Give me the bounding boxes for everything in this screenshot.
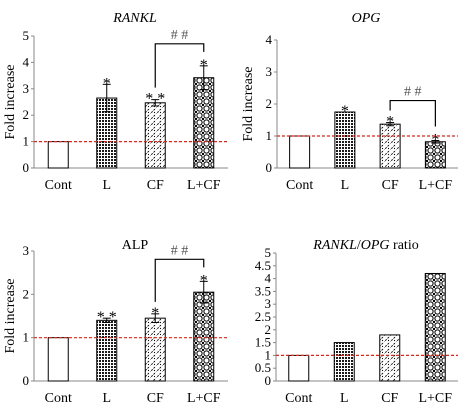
y-axis-label: Fold increase (3, 278, 18, 353)
bar-cont (47, 337, 69, 382)
significance-mark: * * (97, 309, 117, 326)
y-tick-label: 4 (265, 271, 272, 286)
bar-cont (288, 354, 310, 382)
y-tick-label: 1 (265, 347, 272, 362)
y-tick-label: 1 (23, 134, 30, 149)
bracket-label: # # (171, 243, 189, 258)
y-tick-label: 1 (266, 128, 273, 143)
bracket-label: # # (404, 85, 422, 100)
y-tick-label: 3 (265, 296, 272, 311)
bar-l (333, 342, 355, 382)
bracket-label: # # (171, 28, 189, 43)
significance-mark: * (200, 57, 208, 74)
y-tick-label: 0 (23, 160, 30, 175)
category-label: L+CF (419, 178, 453, 193)
category-label: Cont (285, 391, 312, 406)
bar-cf (144, 102, 166, 169)
y-tick-label: 3 (266, 64, 273, 79)
category-label: CF (147, 178, 164, 193)
category-label: Cont (45, 391, 72, 406)
bar-l (96, 319, 118, 382)
y-tick-label: 0 (266, 160, 273, 175)
significance-mark: * (103, 75, 111, 92)
bar-cont (289, 135, 311, 169)
category-label: L (340, 391, 349, 406)
bar-l-cf (193, 77, 215, 169)
y-tick-label: 2.5 (255, 309, 271, 324)
chart-title: RANKL (112, 11, 157, 26)
chart-title-part: OPG (361, 238, 390, 253)
chart-panel-rankl: RANKL Fold increase 0 1 2 3 4 5 Cont * L * * CF * L+CF… (3, 11, 228, 193)
bar-cont (47, 141, 69, 169)
bar-l (334, 111, 356, 169)
chart-title-part: / (357, 238, 361, 253)
y-tick-label: 5 (23, 28, 30, 43)
category-label: CF (147, 391, 164, 406)
chart-title: RANKL/OPG ratio (312, 238, 418, 253)
y-axis-label: Fold increase (3, 64, 18, 139)
significance-mark: * (151, 305, 159, 322)
category-label: L+CF (187, 178, 221, 193)
y-tick-label: 4 (23, 54, 30, 69)
bar-l-cf (193, 291, 215, 382)
bar-cf (379, 334, 401, 382)
y-tick-label: 0.5 (255, 360, 271, 375)
y-tick-label: 3 (23, 243, 30, 258)
category-label: L+CF (187, 391, 221, 406)
significance-bracket (154, 43, 205, 88)
chart-title-part: ratio (390, 238, 419, 253)
y-tick-label: 0 (23, 373, 30, 388)
significance-bracket (389, 99, 436, 127)
category-label: CF (382, 178, 399, 193)
y-tick-label: 3 (23, 81, 30, 96)
chart-title: OPG (352, 11, 381, 26)
chart-title: ALP (122, 238, 149, 253)
category-label: Cont (45, 178, 72, 193)
category-label: L (102, 391, 111, 406)
y-tick-label: 2 (265, 322, 272, 337)
y-tick-label: 1 (23, 330, 30, 345)
y-tick-label: 2 (23, 286, 30, 301)
significance-mark: * (386, 114, 394, 131)
category-label: L (102, 178, 111, 193)
y-tick-label: 1.5 (255, 335, 271, 350)
significance-mark: * (341, 103, 349, 120)
y-tick-label: 2 (23, 107, 30, 122)
chart-panel-opg: OPG Fold increase 0 1 2 3 4 Cont * L * CF * L+CF # # (241, 11, 458, 193)
significance-bracket (154, 258, 205, 302)
y-axis-label: Fold increase (241, 66, 256, 141)
bar-l-cf (424, 272, 446, 382)
bar-cf (379, 123, 401, 169)
y-tick-label: 2 (266, 96, 273, 111)
bar-cf (144, 317, 166, 382)
category-label: L+CF (418, 391, 452, 406)
y-tick-label: 3.5 (255, 283, 271, 298)
chart-panel-rankl-opg-ratio: RANKL/OPG ratio 00.511.522.533.544.55 Cont… (255, 238, 458, 406)
chart-panel-alp: ALP Fold increase 0 1 2 3 Cont * * L * CF * L+CF # # (3, 238, 228, 406)
category-label: CF (381, 391, 398, 406)
y-tick-label: 5 (265, 245, 272, 260)
significance-mark: * (200, 272, 208, 289)
y-tick-label: 4 (266, 32, 273, 47)
y-tick-label: 4.5 (255, 258, 271, 273)
significance-mark: * (431, 131, 439, 148)
chart-title-part: RANKL (312, 238, 357, 253)
category-label: Cont (286, 178, 313, 193)
y-tick-label: 0 (265, 373, 272, 388)
significance-mark: * * (145, 91, 165, 108)
category-label: L (341, 178, 350, 193)
